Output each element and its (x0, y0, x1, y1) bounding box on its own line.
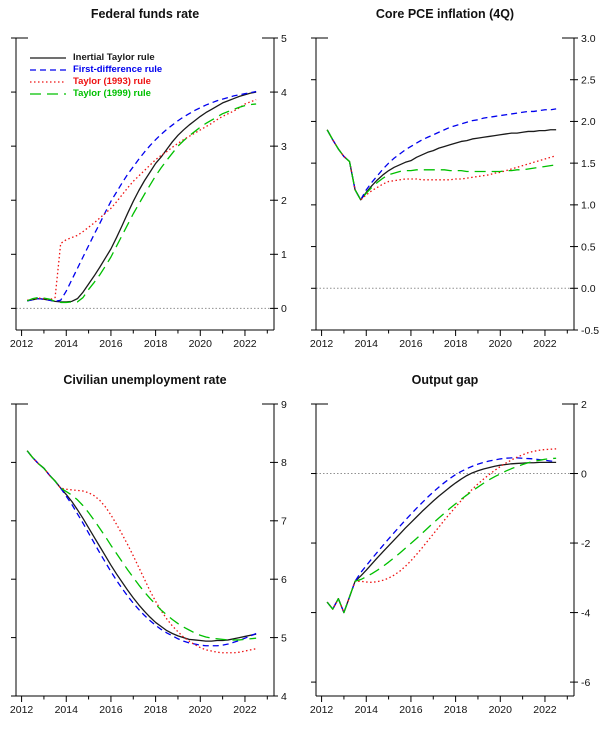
chart-cell-federal-funds-rate: Federal funds rate 0 1 2 3 4 5 2012 2014 2016 201… (0, 0, 300, 366)
y-tick-label: 2 (581, 399, 587, 411)
series-line-taylor-1999-rule (326, 129, 557, 201)
x-tick-label: 2016 (99, 704, 123, 716)
chart-plot-core-pce-inflation: -0.5 0.0 0.5 1.0 1.5 2.0 2.5 3.0 2012 2014 2016 201… (310, 33, 599, 350)
series-line-inertial-taylor-rule (326, 461, 557, 614)
series-line-taylor-1999-rule (26, 450, 257, 641)
y-tick-label: 1.5 (581, 158, 596, 170)
y-tick-label: 4 (281, 691, 287, 703)
y-tick-label: 1.0 (581, 200, 596, 212)
x-tick-label: 2012 (310, 338, 334, 350)
x-tick-label: 2022 (533, 704, 557, 716)
y-tick-label: 2 (281, 195, 287, 207)
legend-line-sample-icon (30, 81, 66, 83)
y-tick-label: -2 (581, 538, 590, 550)
y-tick-label: 1 (281, 249, 287, 261)
legend-label: First-difference rule (73, 64, 163, 75)
x-tick-label: 2022 (233, 338, 257, 350)
x-tick-label: 2018 (444, 704, 468, 716)
series-line-first-difference-rule (326, 457, 557, 614)
y-tick-label: 3 (281, 141, 287, 153)
x-tick-label: 2016 (399, 338, 423, 350)
x-tick-label: 2020 (489, 704, 513, 716)
legend-label: Taylor (1999) rule (73, 88, 151, 99)
y-tick-label: -6 (581, 677, 590, 689)
series-line-first-difference-rule (326, 108, 557, 201)
legend-item-inertial-taylor-rule: Inertial Taylor rule (30, 52, 162, 64)
x-tick-label: 2018 (144, 338, 168, 350)
legend-label: Inertial Taylor rule (73, 52, 155, 63)
y-tick-label: 0.0 (581, 283, 596, 295)
y-tick-label: -4 (581, 607, 590, 619)
y-tick-label: 0 (281, 303, 287, 315)
chart-title-federal-funds-rate: Federal funds rate (90, 7, 200, 21)
x-tick-label: 2014 (55, 704, 79, 716)
x-tick-label: 2012 (310, 704, 334, 716)
y-tick-label: 5 (281, 33, 287, 45)
legend-line-sample-icon (30, 69, 66, 71)
chart-legend: Inertial Taylor rule First-difference ru… (30, 52, 162, 100)
x-tick-label: 2018 (144, 704, 168, 716)
x-tick-label: 2022 (233, 704, 257, 716)
x-tick-label: 2012 (10, 704, 34, 716)
x-tick-label: 2016 (399, 704, 423, 716)
x-tick-label: 2012 (10, 338, 34, 350)
chart-plot-output-gap: -6 -4 -2 0 2 2012 2014 2016 2018 2020 2022 (310, 399, 591, 716)
x-tick-label: 2022 (533, 338, 557, 350)
x-tick-label: 2016 (99, 338, 123, 350)
y-tick-label: 0 (581, 468, 587, 480)
series-line-inertial-taylor-rule (27, 91, 257, 303)
legend-line-sample-icon (30, 93, 66, 95)
chart-title-output-gap: Output gap (411, 373, 479, 387)
series-line-taylor-1993-rule (27, 99, 257, 301)
y-tick-label: 2.0 (581, 116, 596, 128)
y-tick-label: 8 (281, 457, 287, 469)
chart-title-core-pce-inflation: Core PCE inflation (4Q) (375, 7, 515, 21)
series-line-inertial-taylor-rule (26, 450, 257, 642)
legend-item-taylor-1993-rule: Taylor (1993) rule (30, 76, 162, 88)
x-tick-label: 2020 (489, 338, 513, 350)
series-line-taylor-1993-rule (326, 129, 557, 201)
y-tick-label: 5 (281, 632, 287, 644)
y-tick-label: 0.5 (581, 241, 596, 253)
x-tick-label: 2020 (189, 338, 213, 350)
y-tick-label: 6 (281, 574, 287, 586)
y-tick-label: 9 (281, 399, 287, 411)
series-line-first-difference-rule (27, 90, 257, 302)
legend-item-first-difference-rule: First-difference rule (30, 64, 162, 76)
x-tick-label: 2014 (355, 704, 379, 716)
y-tick-label: 3.0 (581, 33, 596, 45)
y-tick-label: 4 (281, 87, 287, 99)
chart-cell-civilian-unemployment-rate: Civilian unemployment rate 4 5 6 7 8 9 2012 201… (0, 366, 300, 732)
series-line-inertial-taylor-rule (326, 129, 557, 201)
legend-label: Taylor (1993) rule (73, 76, 151, 87)
chart-cell-core-pce-inflation: Core PCE inflation (4Q) -0.5 0.0 0.5 1.0 1.5… (300, 0, 600, 366)
x-tick-label: 2018 (444, 338, 468, 350)
series-line-first-difference-rule (26, 450, 257, 647)
x-tick-label: 2014 (355, 338, 379, 350)
x-tick-label: 2014 (55, 338, 79, 350)
y-tick-label: 2.5 (581, 75, 596, 87)
chart-plot-civilian-unemployment-rate: 4 5 6 7 8 9 2012 2014 2016 2018 2020 2022 (10, 399, 287, 716)
legend-line-sample-icon (30, 57, 66, 59)
chart-title-civilian-unemployment-rate: Civilian unemployment rate (63, 373, 227, 387)
x-tick-label: 2020 (189, 704, 213, 716)
legend-item-taylor-1999-rule: Taylor (1999) rule (30, 88, 162, 100)
series-line-taylor-1999-rule (26, 103, 257, 304)
series-line-taylor-1999-rule (326, 457, 557, 614)
chart-cell-output-gap: Output gap -6 -4 -2 0 2 2012 2014 2016 2018 2020 2… (300, 366, 600, 732)
y-tick-label: -0.5 (581, 325, 599, 337)
chart-plot-federal-funds-rate: 0 1 2 3 4 5 2012 2014 2016 2018 2020 2022 (10, 33, 287, 350)
y-tick-label: 7 (281, 516, 287, 528)
series-line-taylor-1993-rule (26, 450, 257, 654)
